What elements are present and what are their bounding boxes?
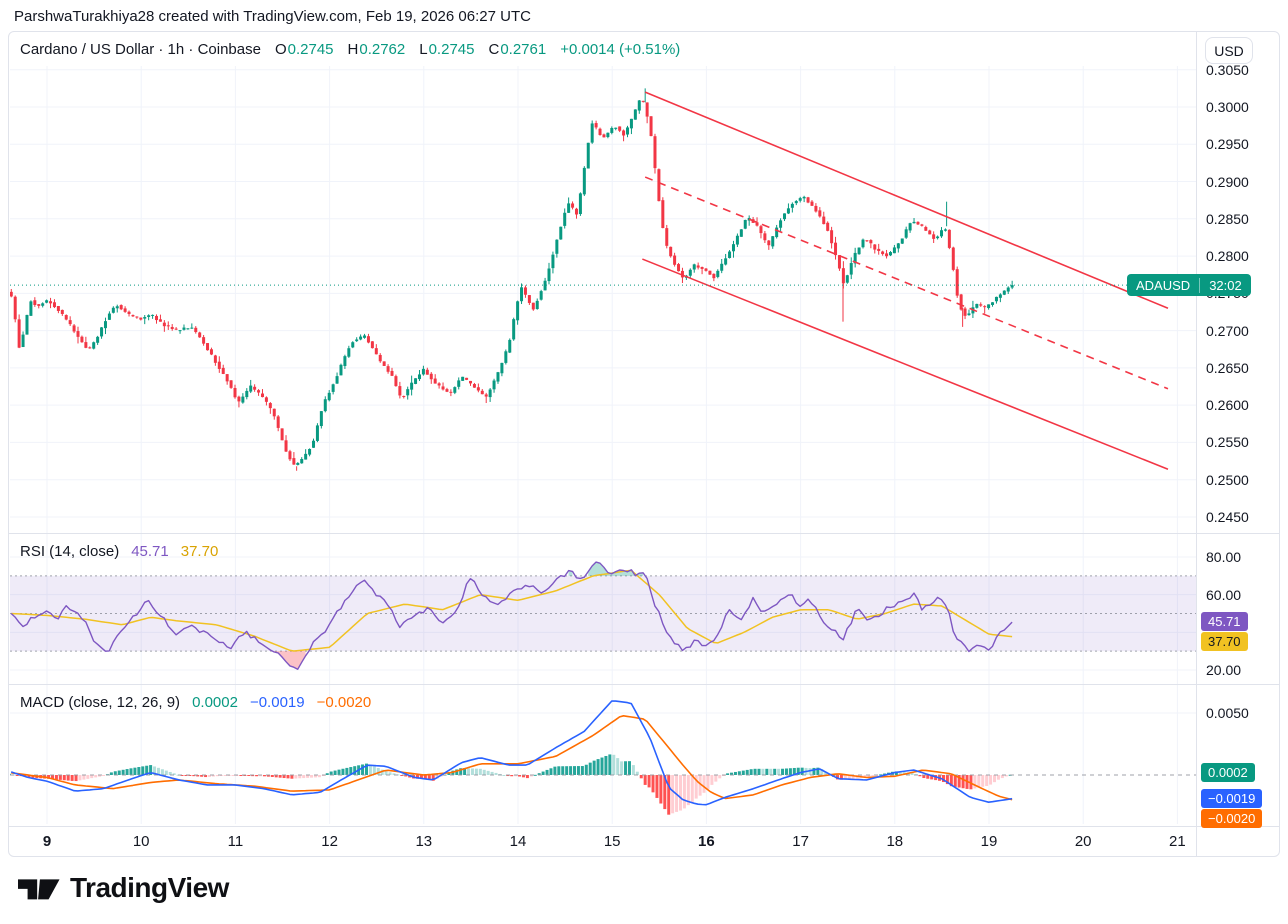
tradingview-logo-icon: [18, 879, 60, 900]
time-tick-label: 11: [227, 833, 244, 850]
price-tick-label: 0.2950: [1206, 136, 1249, 153]
macd-pane-header: MACD (close, 12, 26, 9) 0.0002 −0.0019 −…: [20, 694, 371, 711]
macd-signal-value: −0.0020: [316, 694, 372, 711]
tradingview-logo-text: TradingView: [70, 872, 229, 903]
macd-signal-badge: −0.0020: [1201, 808, 1263, 828]
time-tick-label: 18: [886, 833, 904, 850]
tradingview-logo[interactable]: TradingView: [18, 871, 229, 905]
symbol-header: Cardano / US Dollar · 1h · Coinbase O 0.2…: [20, 41, 680, 58]
rsi-ma-value-badge: 37.70: [1201, 631, 1248, 651]
bar-countdown: 32:02: [1199, 277, 1251, 293]
price-tick-label: 0.2850: [1206, 210, 1249, 227]
symbol-title[interactable]: Cardano / US Dollar · 1h · Coinbase: [20, 41, 261, 58]
attribution-text: ParshwaTurakhiya28 created with TradingV…: [14, 8, 531, 25]
price-tick-label: 0.3050: [1206, 61, 1249, 78]
descending-channel[interactable]: [642, 91, 1169, 471]
currency-toggle-button[interactable]: USD: [1205, 37, 1253, 64]
rsi-tick-label: 20.00: [1206, 661, 1242, 678]
rsi-pane-header: RSI (14, close) 45.71 37.70: [20, 543, 218, 560]
macd-hist-value: 0.0002: [192, 694, 238, 711]
rsi-line: [10, 561, 1013, 670]
time-tick-label: 12: [321, 833, 338, 850]
rsi-ma-line: [11, 569, 1013, 652]
macd-hist-badge: 0.0002: [1201, 763, 1255, 783]
price-tick-label: 0.2800: [1206, 248, 1249, 265]
price-change: +0.0014 (+0.51%): [560, 41, 681, 58]
time-tick-label: 19: [980, 833, 998, 850]
last-price-badge: ADAUSD 32:02: [1127, 274, 1251, 297]
rsi-title[interactable]: RSI (14, close): [20, 543, 120, 560]
rsi-value: 45.71: [131, 543, 169, 560]
time-tick-label: 16: [698, 833, 715, 850]
price-tick-label: 0.2550: [1206, 434, 1249, 451]
price-tick-label: 0.3000: [1206, 99, 1249, 115]
macd-pane: [10, 700, 1196, 815]
rsi-ma-value: 37.70: [180, 543, 219, 560]
rsi-value-badge: 45.71: [1201, 612, 1248, 632]
macd-value-badge: −0.0019: [1201, 789, 1263, 809]
price-tick-label: 0.2700: [1206, 322, 1249, 339]
candles: [10, 88, 1014, 471]
price-tick-label: 0.2600: [1206, 397, 1249, 414]
grid: [10, 66, 1196, 824]
time-tick-label: 13: [415, 833, 433, 850]
macd-line: [10, 700, 1013, 806]
rsi-tick-label: 60.00: [1206, 586, 1242, 603]
ohlc-close: C 0.2761: [488, 41, 547, 58]
time-tick-label: 20: [1074, 833, 1092, 850]
time-tick-label: 10: [132, 833, 150, 850]
macd-line-value: −0.0019: [249, 694, 305, 711]
price-tick-label: 0.2650: [1206, 359, 1249, 376]
macd-signal-line: [11, 714, 1013, 801]
macd-title[interactable]: MACD (close, 12, 26, 9): [20, 694, 181, 711]
rsi-pane: [10, 561, 1196, 670]
ohlc-low: L 0.2745: [419, 41, 475, 58]
time-tick-label: 9: [42, 833, 52, 850]
time-tick-label: 14: [509, 833, 527, 850]
time-tick-label: 15: [603, 833, 621, 850]
price-tick-label: 0.2500: [1206, 471, 1249, 488]
macd-tick-label: 0.0050: [1206, 705, 1249, 721]
ohlc-open: O 0.2745: [274, 41, 334, 58]
last-price-badge-symbol: ADAUSD: [1136, 277, 1191, 293]
time-tick-label: 17: [792, 833, 809, 850]
ohlc-high: H 0.2762: [347, 41, 406, 58]
price-tick-label: 0.2900: [1206, 173, 1249, 190]
rsi-tick-label: 80.00: [1206, 549, 1242, 565]
time-tick-label: 21: [1169, 833, 1186, 850]
price-tick-label: 0.2450: [1206, 508, 1249, 525]
